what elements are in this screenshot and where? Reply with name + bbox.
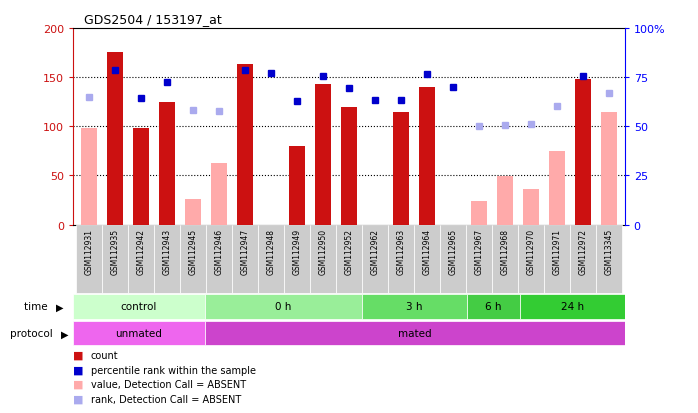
Text: ▶: ▶ [56,301,64,312]
Bar [289,147,305,225]
Bar [570,225,596,293]
Text: GSM113345: GSM113345 [604,228,614,275]
Bar [107,52,123,225]
Bar [232,225,258,293]
Text: value, Detection Call = ABSENT: value, Detection Call = ABSENT [91,379,246,389]
Text: ▶: ▶ [61,328,69,339]
Bar [362,294,467,319]
Text: GSM112968: GSM112968 [500,228,510,274]
Text: 6 h: 6 h [485,301,502,312]
Text: count: count [91,350,119,360]
Bar [466,225,492,293]
Bar [601,112,617,225]
Text: GDS2504 / 153197_at: GDS2504 / 153197_at [84,13,222,26]
Bar [341,107,357,225]
Bar [544,225,570,293]
Text: GSM112964: GSM112964 [422,228,431,275]
Bar [471,202,487,225]
Bar [128,225,154,293]
Bar [185,199,201,225]
Text: ■: ■ [73,394,84,404]
Text: GSM112942: GSM112942 [136,228,145,274]
Text: GSM112962: GSM112962 [371,228,380,274]
Text: GSM112967: GSM112967 [475,228,484,275]
Bar [180,225,206,293]
Text: GSM112943: GSM112943 [163,228,172,275]
Bar [362,225,388,293]
Bar [133,129,149,225]
Bar [419,88,435,225]
Text: ■: ■ [73,379,84,389]
Bar [73,294,205,319]
Bar [497,177,513,225]
Text: GSM112970: GSM112970 [526,228,535,275]
Text: GSM112971: GSM112971 [553,228,562,274]
Bar [520,294,625,319]
Text: GSM112963: GSM112963 [396,228,406,275]
Text: time: time [24,301,52,312]
Text: GSM112972: GSM112972 [579,228,588,274]
Bar [81,129,97,225]
Bar [575,80,591,225]
Text: GSM112947: GSM112947 [240,228,249,275]
Text: GSM112946: GSM112946 [214,228,223,275]
Text: ■: ■ [73,365,84,375]
Text: GSM112950: GSM112950 [318,228,327,275]
Bar [336,225,362,293]
Text: rank, Detection Call = ABSENT: rank, Detection Call = ABSENT [91,394,241,404]
Text: GSM112931: GSM112931 [84,228,94,274]
Bar [206,225,232,293]
Text: GSM112948: GSM112948 [267,228,276,274]
Text: GSM112935: GSM112935 [110,228,119,275]
Bar [414,225,440,293]
Text: GSM112945: GSM112945 [188,228,198,275]
Bar [102,225,128,293]
Text: GSM112965: GSM112965 [449,228,458,275]
Bar [596,225,622,293]
Text: ■: ■ [73,350,84,360]
Text: 0 h: 0 h [275,301,292,312]
Bar [154,225,180,293]
Bar [492,225,518,293]
Text: GSM112949: GSM112949 [292,228,302,275]
Bar [211,163,227,225]
Bar [258,225,284,293]
Bar [205,294,362,319]
Bar [237,65,253,225]
Text: GSM112952: GSM112952 [345,228,353,274]
Bar [205,321,625,346]
Bar [518,225,544,293]
Text: protocol: protocol [10,328,57,339]
Text: percentile rank within the sample: percentile rank within the sample [91,365,255,375]
Bar [159,102,174,225]
Text: 3 h: 3 h [406,301,423,312]
Bar [310,225,336,293]
Bar [284,225,310,293]
Text: mated: mated [398,328,431,339]
Bar [524,190,539,225]
Bar [388,225,414,293]
Bar [76,225,102,293]
Text: unmated: unmated [115,328,163,339]
Bar [315,85,331,225]
Text: 24 h: 24 h [560,301,584,312]
Bar [549,152,565,225]
Bar [393,112,409,225]
Text: control: control [121,301,157,312]
Bar [73,321,205,346]
Bar [467,294,520,319]
Bar [440,225,466,293]
